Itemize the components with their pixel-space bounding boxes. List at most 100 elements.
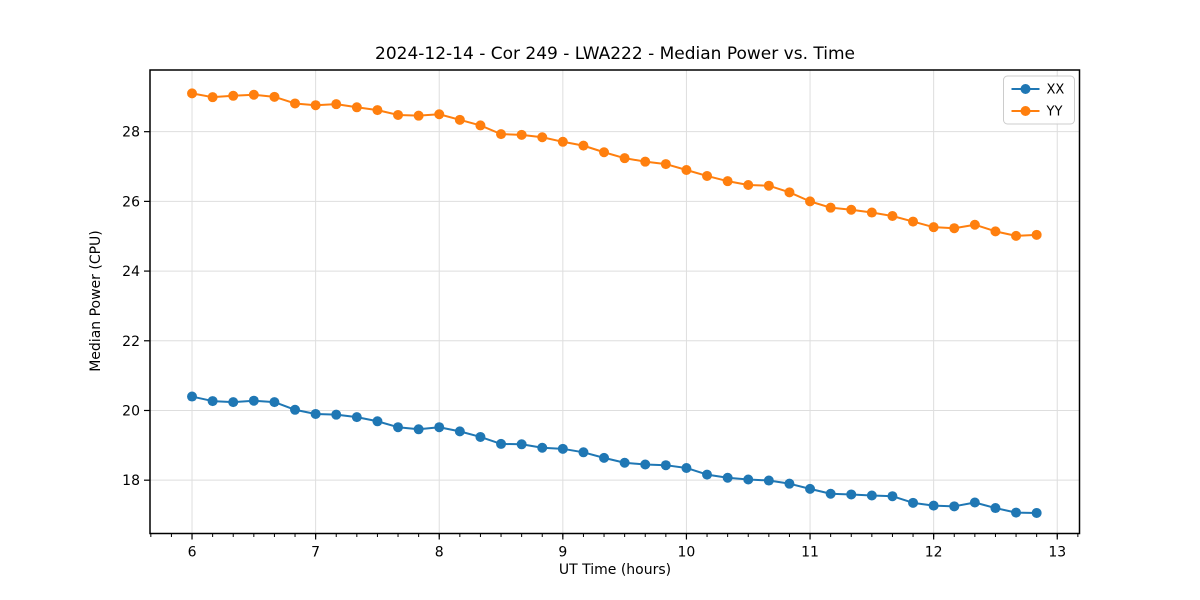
- series-YY-marker: [228, 90, 239, 101]
- series-YY-marker: [1011, 230, 1022, 241]
- series-YY-marker: [372, 105, 383, 116]
- series-XX-marker: [990, 503, 1001, 514]
- series-YY-marker: [763, 180, 774, 191]
- series-YY-marker: [949, 223, 960, 234]
- series-XX-marker: [434, 422, 445, 433]
- series-XX-marker: [290, 404, 301, 415]
- series-YY: [187, 88, 1042, 241]
- series-YY-marker: [805, 196, 816, 207]
- series-XX-marker: [537, 442, 548, 453]
- plot-border: [149, 69, 1081, 535]
- series-YY-marker: [269, 91, 280, 102]
- series-XX-marker: [331, 409, 342, 420]
- chart-title: 2024-12-14 - Cor 249 - LWA222 - Median P…: [375, 44, 855, 64]
- series-YY-marker: [928, 222, 939, 233]
- y-tick-label: 24: [122, 264, 140, 280]
- series-XX-marker: [619, 457, 630, 468]
- series-YY-marker: [537, 132, 548, 143]
- series-YY-marker: [825, 202, 836, 213]
- x-tick-label: 6: [188, 545, 197, 561]
- series-XX-marker: [640, 459, 651, 470]
- series-XX-marker: [599, 452, 610, 463]
- series-XX-marker: [825, 488, 836, 499]
- series-XX-marker: [846, 489, 857, 500]
- series-YY-marker: [969, 219, 980, 230]
- series-YY-marker: [331, 99, 342, 110]
- y-tick-label: 26: [122, 194, 140, 210]
- series-XX-marker: [207, 396, 218, 407]
- series-XX-marker: [310, 408, 321, 419]
- x-tick-label: 8: [435, 545, 444, 561]
- series-YY-marker: [578, 140, 589, 151]
- series-XX-marker: [372, 416, 383, 427]
- series-YY-marker: [887, 211, 898, 222]
- series-XX-marker: [557, 443, 568, 454]
- series-YY-marker: [846, 204, 857, 215]
- series-XX-marker: [784, 478, 795, 489]
- series-XX-marker: [763, 475, 774, 486]
- series-YY-marker: [743, 180, 754, 191]
- series-XX-marker: [969, 497, 980, 508]
- y-tick-label: 28: [122, 125, 140, 141]
- series-YY-marker: [619, 153, 630, 164]
- series-XX-marker: [228, 397, 239, 408]
- series-YY-marker: [908, 216, 919, 227]
- x-tick-label: 10: [678, 545, 696, 561]
- series-XX-marker: [866, 490, 877, 501]
- axes-ticks: 6 7 8 9 10 11 12 13 18 20 22 24 26 28: [122, 125, 1079, 561]
- series-XX-marker: [516, 439, 527, 450]
- series-XX-marker: [578, 447, 589, 458]
- series-YY-marker: [784, 187, 795, 198]
- x-tick-label: 11: [801, 545, 819, 561]
- series-YY-marker: [681, 165, 692, 176]
- series-YY-marker: [413, 110, 424, 121]
- series-YY-marker: [248, 89, 259, 100]
- series-YY-marker: [640, 156, 651, 167]
- series-YY-marker: [1031, 229, 1042, 240]
- series-YY-marker: [475, 120, 486, 131]
- series-YY-marker: [310, 100, 321, 111]
- grid: [150, 70, 1080, 534]
- x-tick-label: 13: [1048, 545, 1066, 561]
- series-XX-marker: [887, 491, 898, 502]
- series-YY-marker: [599, 147, 610, 158]
- series-XX-marker: [248, 395, 259, 406]
- series-XX-marker: [454, 426, 465, 437]
- series-XX-marker: [269, 397, 280, 408]
- x-tick-label: 7: [311, 545, 320, 561]
- series-XX-marker: [187, 391, 198, 402]
- series-XX-marker: [805, 483, 816, 494]
- series-XX-marker: [475, 431, 486, 442]
- legend-label-XX: XX: [1047, 83, 1065, 98]
- series-YY-line: [191, 92, 1037, 237]
- series-YY-marker: [722, 176, 733, 187]
- series-XX-marker: [722, 472, 733, 483]
- series-XX-marker: [743, 474, 754, 485]
- legend-label-YY: YY: [1046, 105, 1063, 120]
- series-XX-marker: [928, 500, 939, 511]
- series-YY-marker: [516, 129, 527, 140]
- series-YY-marker: [496, 129, 507, 140]
- series-XX-marker: [413, 424, 424, 435]
- series-YY-marker: [187, 88, 198, 99]
- series-XX-marker: [1011, 507, 1022, 518]
- series-YY-marker: [660, 159, 671, 170]
- series-YY-marker: [702, 170, 713, 181]
- legend-marker-YY: [1020, 106, 1031, 116]
- series-XX-marker: [1031, 507, 1042, 518]
- series-YY-marker: [434, 109, 445, 120]
- series-YY-marker: [393, 109, 404, 120]
- series-XX-marker: [949, 501, 960, 512]
- x-tick-label: 9: [558, 545, 567, 561]
- y-tick-label: 18: [122, 473, 140, 489]
- series-XX-marker: [681, 462, 692, 473]
- series-YY-marker: [290, 98, 301, 109]
- legend: XX YY: [1003, 75, 1075, 125]
- series-XX-marker: [393, 422, 404, 433]
- series-YY-marker: [866, 207, 877, 218]
- series-XX-marker: [351, 412, 362, 423]
- series-XX-marker: [702, 469, 713, 480]
- series-XX-marker: [660, 460, 671, 471]
